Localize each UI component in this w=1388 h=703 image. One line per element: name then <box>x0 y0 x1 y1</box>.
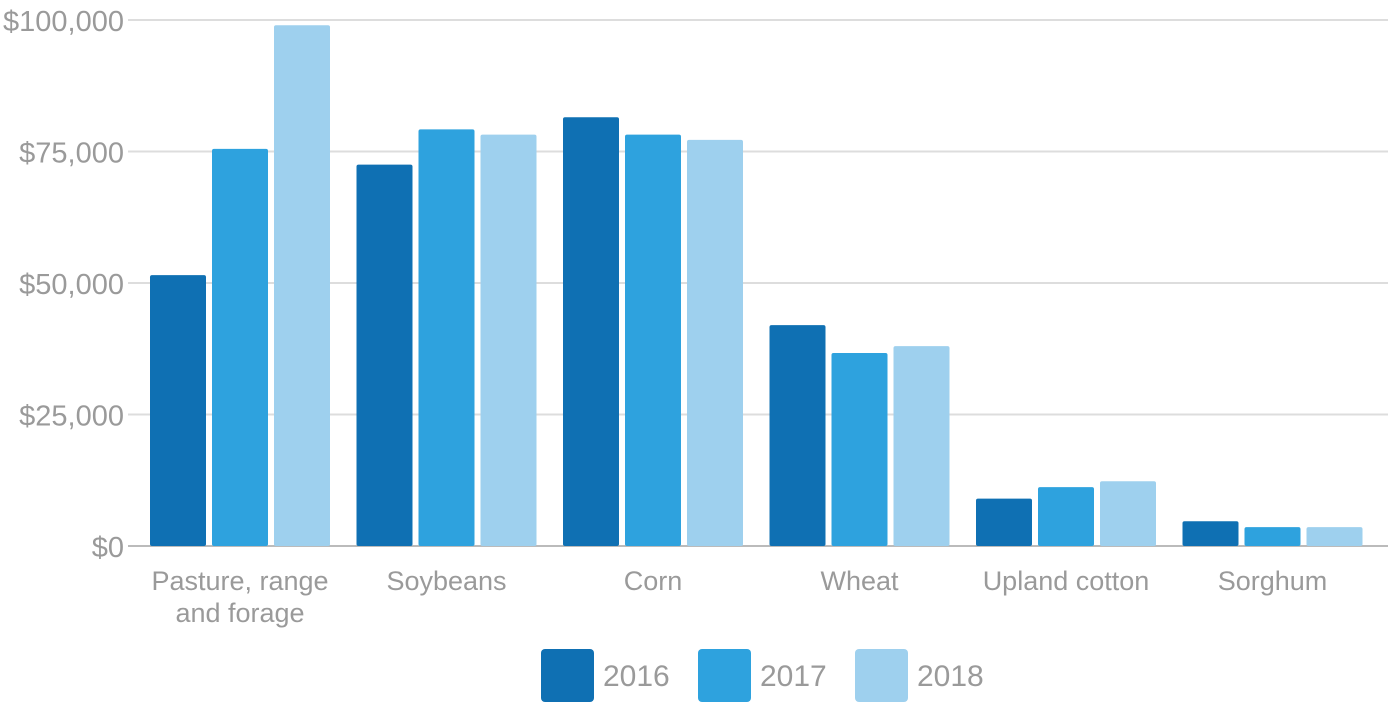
legend: 2016 2017 2018 <box>541 649 984 702</box>
bar-2018 <box>687 139 743 547</box>
legend-swatch-2016 <box>541 649 594 702</box>
bar-2017 <box>418 129 475 546</box>
category-label: and forage <box>175 598 304 628</box>
bar-2018 <box>1100 481 1156 546</box>
bar-2016 <box>563 117 619 546</box>
bar-2016 <box>769 325 826 546</box>
y-tick-label: $50,000 <box>19 269 124 301</box>
legend-label: 2017 <box>760 660 827 693</box>
y-axis: $0 $25,000 $50,000 $75,000 $100,000 <box>3 6 124 564</box>
bar-2017 <box>1038 487 1094 546</box>
category-label: Sorghum <box>1218 566 1328 596</box>
bar-2016 <box>976 498 1032 546</box>
category-label: Upland cotton <box>983 566 1150 596</box>
gridlines <box>128 19 1388 547</box>
legend-swatch-2018 <box>855 649 908 702</box>
bar-2017 <box>1244 527 1301 546</box>
y-tick-label: $75,000 <box>19 138 124 170</box>
bar-2017 <box>625 134 681 546</box>
category-label: Pasture, range <box>151 566 328 596</box>
bars <box>150 25 1363 547</box>
bar-2018 <box>274 25 330 546</box>
category-label: Corn <box>624 566 683 596</box>
legend-label: 2016 <box>603 660 670 693</box>
y-tick-label: $0 <box>92 532 124 564</box>
y-tick-label: $100,000 <box>3 6 124 38</box>
bar-2018 <box>480 134 537 546</box>
bar-2016 <box>1182 521 1239 546</box>
category-label: Soybeans <box>386 566 506 596</box>
category-label: Wheat <box>820 566 899 596</box>
y-tick-label: $25,000 <box>19 401 124 433</box>
legend-label: 2018 <box>917 660 984 693</box>
bar-2016 <box>356 164 413 546</box>
legend-swatch-2017 <box>698 649 751 702</box>
bar-2017 <box>831 352 888 546</box>
bar-2016 <box>150 275 206 546</box>
bar-2017 <box>212 148 268 546</box>
bar-2018 <box>1306 527 1363 546</box>
bar-2018 <box>893 346 950 546</box>
